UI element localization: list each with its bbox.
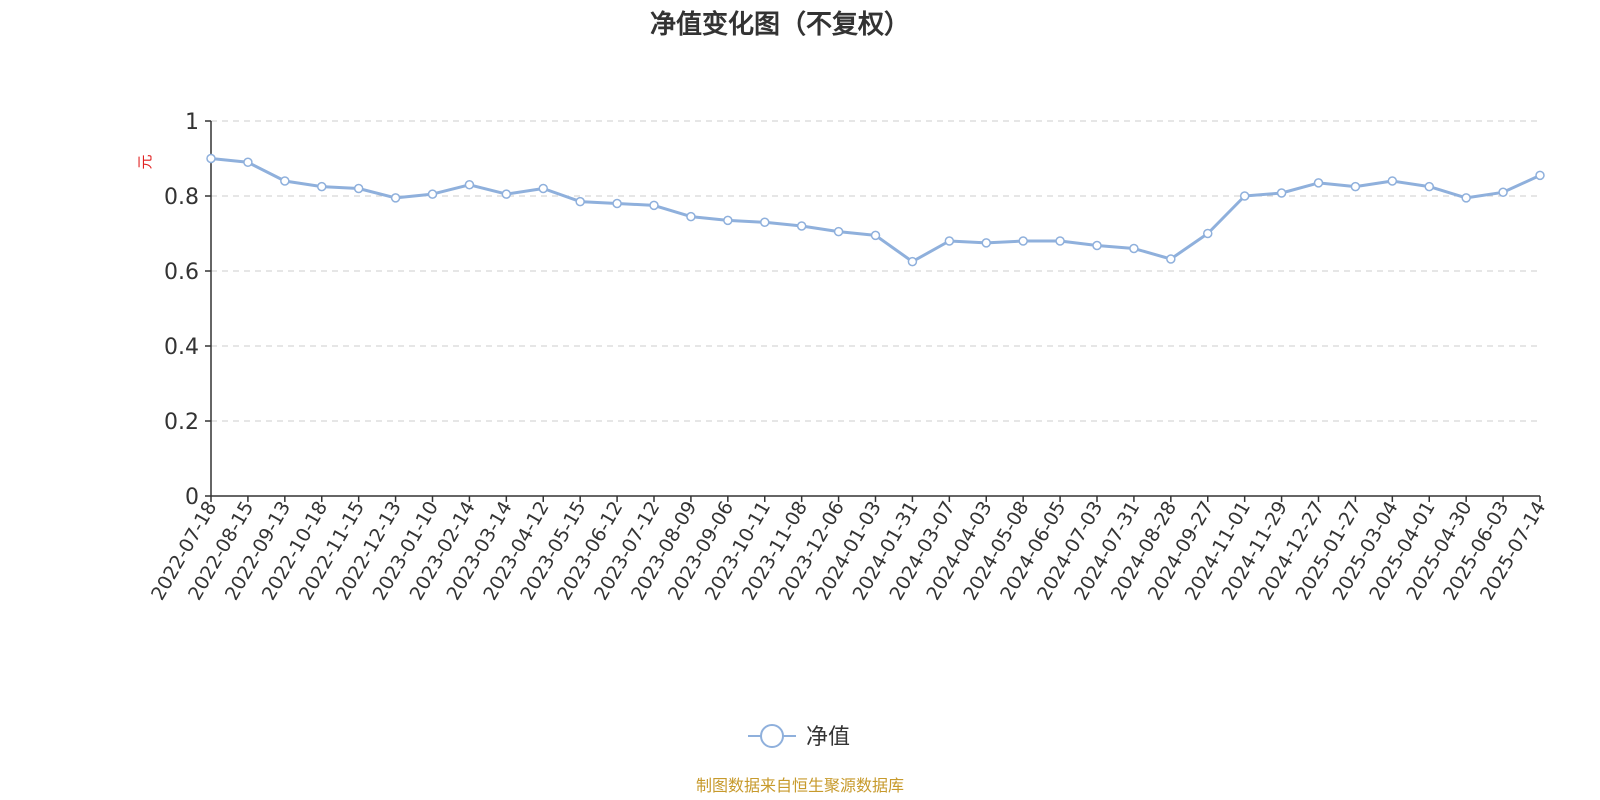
data-point[interactable] [206, 153, 216, 164]
source-footnote: 制图数据来自恒生聚源数据库 [696, 776, 904, 795]
data-point[interactable] [464, 180, 475, 190]
data-point[interactable] [1387, 176, 1398, 186]
y-tick-label: 0.8 [164, 185, 199, 210]
legend-label: 净值 [806, 725, 850, 750]
data-point[interactable] [427, 189, 438, 199]
y-tick-label: 0.6 [164, 260, 199, 285]
data-point[interactable] [1313, 178, 1324, 188]
data-point[interactable] [1055, 236, 1065, 246]
data-point[interactable] [1535, 170, 1545, 181]
data-point[interactable] [686, 211, 696, 222]
data-point[interactable] [981, 238, 991, 248]
data-point[interactable] [1461, 193, 1471, 203]
data-point[interactable] [760, 217, 770, 227]
data-point[interactable] [575, 196, 585, 207]
data-point[interactable] [944, 236, 955, 246]
y-tick-label: 1 [185, 110, 199, 135]
data-point[interactable] [1276, 188, 1287, 198]
data-point[interactable] [1203, 228, 1213, 239]
data-point[interactable] [907, 256, 918, 267]
data-point[interactable] [538, 183, 548, 194]
data-point[interactable] [317, 181, 327, 192]
data-point[interactable] [1239, 191, 1250, 201]
data-point[interactable] [280, 176, 290, 186]
data-point[interactable] [243, 157, 253, 167]
data-point[interactable] [796, 221, 807, 231]
y-tick-label: 0.2 [164, 410, 199, 435]
data-point[interactable] [612, 198, 622, 209]
data-point[interactable] [1350, 181, 1361, 192]
data-point[interactable] [723, 215, 733, 226]
data-point[interactable] [390, 193, 401, 203]
axes [210, 121, 1540, 497]
y-axis-unit-label: 元 [136, 154, 154, 169]
data-point[interactable] [353, 183, 364, 194]
data-point[interactable] [1129, 243, 1139, 254]
legend-circle-icon [760, 724, 784, 748]
data-point[interactable] [649, 200, 659, 211]
chart-title: 净值变化图（不复权） [650, 9, 910, 40]
series-line [209, 157, 1542, 264]
y-tick-label: 0.4 [164, 335, 199, 360]
data-point[interactable] [1424, 181, 1434, 192]
series-layer [206, 153, 1545, 267]
data-point[interactable] [870, 230, 881, 241]
y-tick-labels: 0 0.2 0.4 0.6 0.8 1 [164, 110, 211, 510]
data-point[interactable] [1092, 240, 1102, 251]
grid-lines [211, 120, 1540, 422]
data-point[interactable] [1018, 236, 1028, 246]
legend[interactable]: 净值 [748, 724, 850, 750]
data-point[interactable] [1498, 187, 1508, 197]
data-point[interactable] [833, 226, 844, 237]
data-point[interactable] [501, 189, 512, 199]
data-point[interactable] [1166, 254, 1176, 264]
x-tick-labels: 2022-07-182022-08-152022-09-132022-10-18… [147, 496, 1550, 604]
y-tick-label: 0 [185, 485, 199, 510]
